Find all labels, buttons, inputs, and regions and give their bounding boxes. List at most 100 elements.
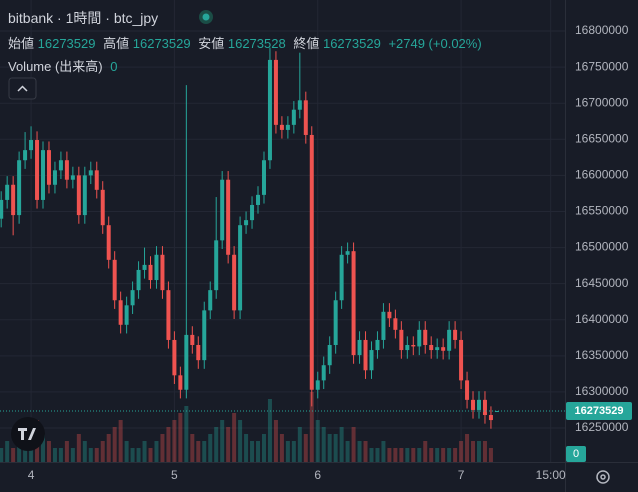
volume-bar [0,448,4,462]
candle-body [118,300,123,325]
volume-bar [315,420,320,462]
volume-bar [345,441,350,462]
candle-body [17,160,22,216]
volume-bar [387,448,392,462]
candle-body [256,194,261,205]
low-value: 16273528 [227,36,286,51]
candle-body [405,345,410,351]
candle-body [494,411,499,413]
y-tick-label: 16600000 [575,168,629,182]
close-label: 終値 [293,36,320,51]
settings-icon[interactable] [596,470,610,484]
candle-body [46,150,51,185]
volume-bar [52,448,57,462]
volume-bar [309,392,314,462]
volume-bar [482,441,487,462]
collapse-button[interactable] [8,77,37,100]
volume-bar [226,427,231,462]
volume-bar [238,420,243,462]
candle-body [0,199,4,219]
x-tick-label: 4 [28,468,35,482]
candle-body [94,170,99,190]
ohlc-legend: 始値 16273529 高値 16273529 安値 16273528 終値 1… [8,33,486,52]
volume-bar [285,441,290,462]
candle-body [154,254,159,281]
candle-body [441,347,446,351]
volume-bar [94,448,99,462]
volume-bar [196,441,201,462]
volume-bar [244,434,249,462]
volume-bar [321,427,326,462]
volume-bar [267,399,272,462]
plot [0,0,565,462]
volume-bar [220,420,225,462]
candle-body [35,140,40,200]
x-tick-label: 5 [171,468,178,482]
candle-body [291,109,296,125]
candle-body [387,311,392,319]
candle-body [76,175,81,216]
volume-bar [459,441,464,462]
y-tick-label: 16650000 [575,131,629,145]
volume-bar [232,413,237,462]
high-value: 16273529 [132,36,191,51]
volume-bar [411,448,416,462]
volume-bar [172,420,177,462]
candle-body [29,140,34,151]
candle-body [88,170,93,176]
volume-bar [357,441,362,462]
candle-body [279,124,284,130]
candle-body [166,290,171,340]
volume-bar [23,441,28,462]
candle-body [5,184,10,200]
volume-bar [488,448,493,462]
last-price-label: 16273529 [575,405,624,417]
volume-bar [190,434,195,462]
volume-bar [279,434,284,462]
candle-body [226,179,231,255]
x-tick-label: 7 [458,468,465,482]
y-tick-label: 16450000 [575,276,629,290]
candle-body [64,160,69,180]
candle-body [447,329,452,351]
candle-body [261,160,266,195]
candle-body [142,264,147,270]
candle-body [375,339,380,351]
candle-body [351,251,356,356]
candle-body [333,300,338,346]
y-tick-label: 16550000 [575,204,629,218]
volume-bar [261,434,266,462]
candle-body [476,399,481,410]
volume-bar [423,441,428,462]
candle-body [190,334,195,346]
tv-logo [11,417,45,451]
volume-bar [118,420,123,462]
volume-bar [297,427,302,462]
candle-body [160,254,165,291]
open-label: 始値 [8,36,35,51]
volume-bar [112,427,117,462]
candle-body [453,329,458,340]
volume-bar [471,441,476,462]
volume-bar [441,448,446,462]
candle-body [178,375,183,390]
candle-body [214,240,219,291]
volume-bar [351,427,356,462]
y-tick-label: 16800000 [575,23,629,37]
volume-bar [70,448,75,462]
volume-bar [166,427,171,462]
volume-bar [124,441,129,462]
last-volume-label: 0 [573,448,579,460]
volume-bar [369,448,374,462]
y-tick-label: 16400000 [575,312,629,326]
volume-bar [465,434,470,462]
candle-body [11,184,16,216]
volume-bar [11,448,16,462]
candle-body [411,345,416,347]
last-price-box [566,402,632,421]
volume-bar [405,448,410,462]
volume-bar [363,441,368,462]
